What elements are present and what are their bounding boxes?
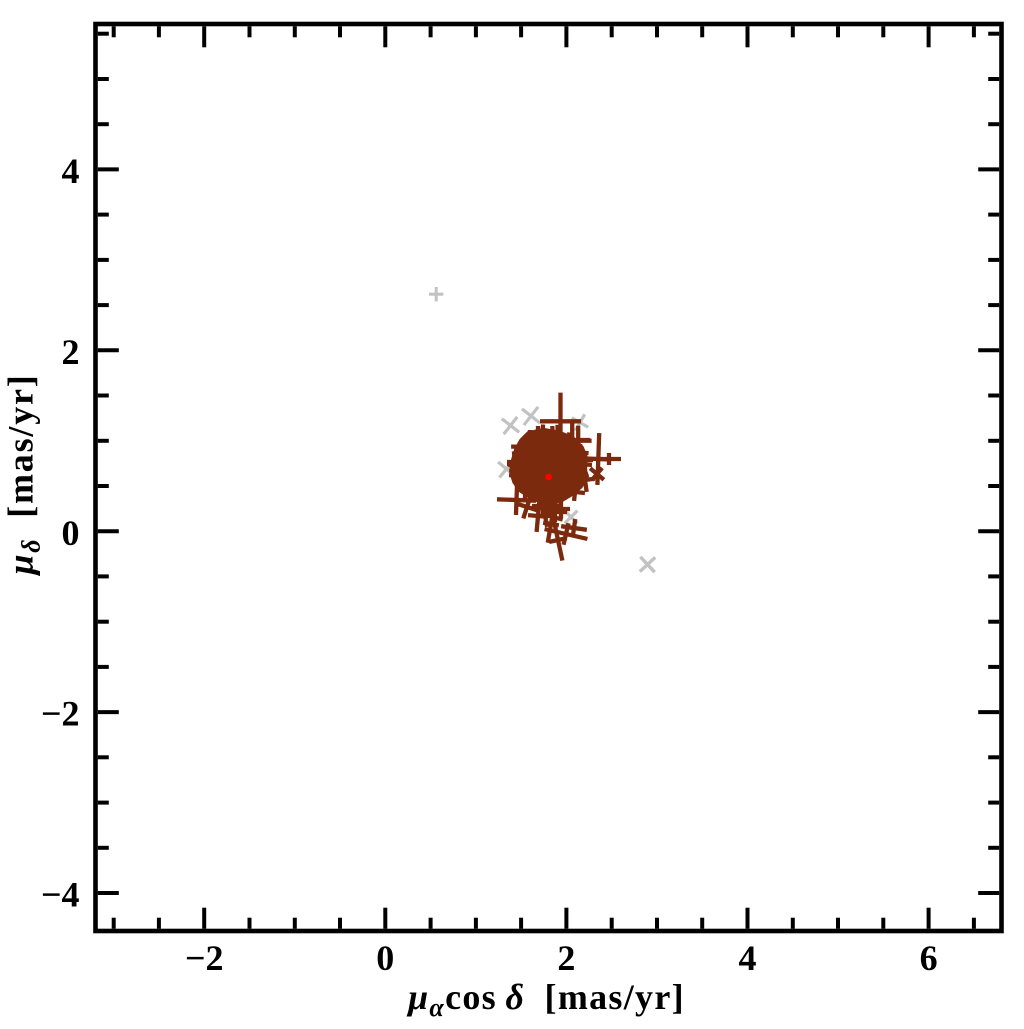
- svg-text:−2: −2: [185, 938, 224, 978]
- svg-text:μαcos δ [mas/yr]: μαcos δ [mas/yr]: [406, 977, 685, 1022]
- svg-text:4: 4: [62, 151, 80, 191]
- svg-text:0: 0: [62, 513, 80, 553]
- svg-text:4: 4: [739, 938, 757, 978]
- svg-text:−2: −2: [41, 694, 80, 734]
- svg-text:6: 6: [920, 938, 938, 978]
- svg-text:2: 2: [62, 332, 80, 372]
- svg-text:0: 0: [376, 938, 394, 978]
- svg-text:−4: −4: [41, 875, 80, 915]
- svg-text:2: 2: [557, 938, 575, 978]
